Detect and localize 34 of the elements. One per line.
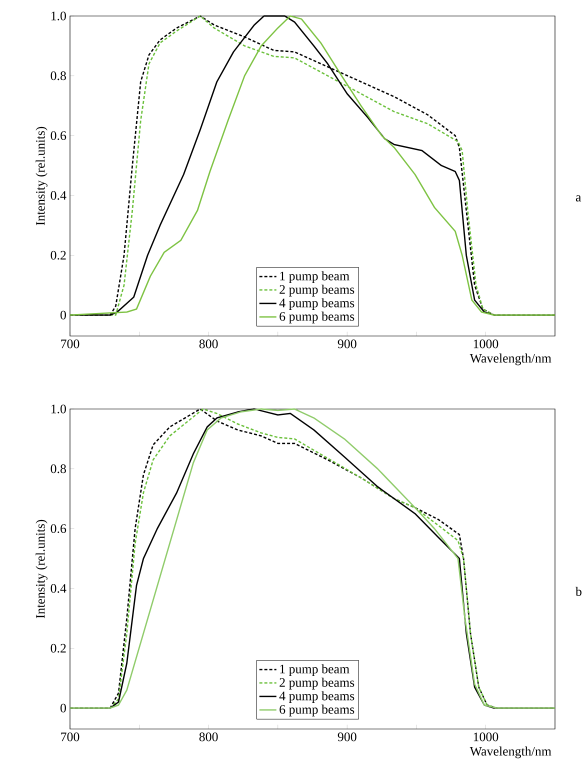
text: b xyxy=(575,586,582,596)
legend-label: 2 pump beams xyxy=(280,678,354,690)
x-axis-title: Wavelength/nm xyxy=(470,746,552,758)
x-tick-label: 800 xyxy=(199,340,218,348)
y-axis-title: Intensity (rel.units) xyxy=(36,126,48,226)
x-tick-label: 700 xyxy=(61,340,80,348)
text: a xyxy=(576,195,581,202)
x-tick-label: 900 xyxy=(338,340,356,348)
x-tick-label: 700 xyxy=(61,732,80,742)
x-axis-title: Wavelength/nm xyxy=(470,354,552,366)
legend-label: 6 pump beams xyxy=(280,312,354,324)
legend-label: 2 pump beams xyxy=(280,284,354,296)
legend-label: 4 pump beams xyxy=(279,691,354,703)
x-tick-label: 800 xyxy=(199,732,218,742)
x-tick-label: 900 xyxy=(338,732,356,742)
x-tick-label: 1000 xyxy=(474,340,498,348)
y-tick-label: 0.6 xyxy=(50,524,66,534)
y-tick-label: 1.0 xyxy=(51,404,66,414)
legend-label: 4 pump beams xyxy=(279,298,354,310)
legend-label: 6 pump beams xyxy=(280,704,354,716)
y-tick-label: 0.8 xyxy=(50,71,66,80)
legend-label: 1 pump beam xyxy=(280,664,350,676)
y-tick-label: 1.0 xyxy=(51,12,66,20)
legend-label: 1 pump beam xyxy=(280,271,350,284)
y-tick-label: 0.8 xyxy=(50,464,66,474)
y-tick-label: 0 xyxy=(60,704,66,712)
x-tick-label: 1000 xyxy=(474,732,498,742)
y-tick-label: 0.2 xyxy=(50,250,66,260)
y-tick-label: 0.6 xyxy=(50,131,66,140)
y-tick-label: 0.4 xyxy=(50,191,66,200)
y-tick-label: 0 xyxy=(60,310,66,320)
y-tick-label: 0.4 xyxy=(50,584,66,593)
y-tick-label: 0.2 xyxy=(50,644,66,653)
y-axis-title: Intensity (rel.units) xyxy=(36,520,48,618)
